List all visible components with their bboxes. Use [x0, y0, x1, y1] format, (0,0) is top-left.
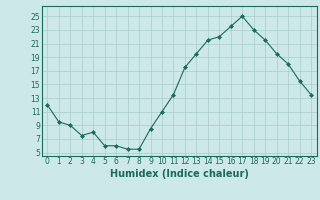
X-axis label: Humidex (Indice chaleur): Humidex (Indice chaleur) — [110, 169, 249, 179]
